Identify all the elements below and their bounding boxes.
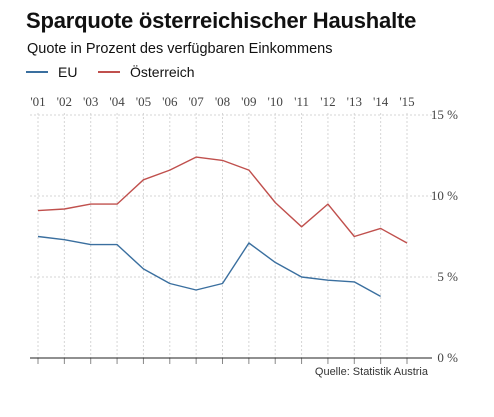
legend-swatch-oesterreich — [98, 71, 120, 73]
x-tick-label: '03 — [83, 94, 98, 109]
x-tick-label: '08 — [215, 94, 230, 109]
series-line-oesterreich — [37, 156, 408, 244]
legend-item-eu: EU — [26, 64, 77, 80]
x-tick-label: '01 — [30, 94, 45, 109]
legend-label-oesterreich: Österreich — [130, 64, 195, 80]
x-tick-label: '06 — [162, 94, 178, 109]
y-tick-label: 10 % — [431, 188, 458, 203]
x-tick-label: '15 — [399, 94, 414, 109]
series-line-eu — [37, 235, 381, 298]
legend-swatch-eu — [26, 71, 48, 73]
x-tick-label: '13 — [347, 94, 362, 109]
legend-item-oesterreich: Österreich — [98, 64, 195, 80]
x-tick-label: '12 — [320, 94, 335, 109]
x-tick-label: '11 — [294, 94, 309, 109]
x-tick-label: '10 — [268, 94, 283, 109]
chart-subtitle: Quote in Prozent des verfügbaren Einkomm… — [27, 41, 333, 57]
chart-legend: EU Österreich — [26, 64, 326, 84]
legend-label-eu: EU — [58, 64, 78, 80]
x-tick-label: '02 — [57, 94, 72, 109]
y-tick-label: 5 % — [437, 269, 458, 284]
x-tick-label: '04 — [109, 94, 125, 109]
x-tick-label: '05 — [136, 94, 151, 109]
x-tick-label: '09 — [241, 94, 256, 109]
y-tick-label: 15 % — [431, 107, 458, 122]
chart-source: Quelle: Statistik Austria — [314, 366, 428, 378]
x-tick-label: '07 — [188, 94, 204, 109]
y-tick-label: 0 % — [437, 350, 458, 365]
x-tick-label: '14 — [373, 94, 389, 109]
chart-title: Sparquote österreichischer Haushalte — [26, 8, 417, 33]
